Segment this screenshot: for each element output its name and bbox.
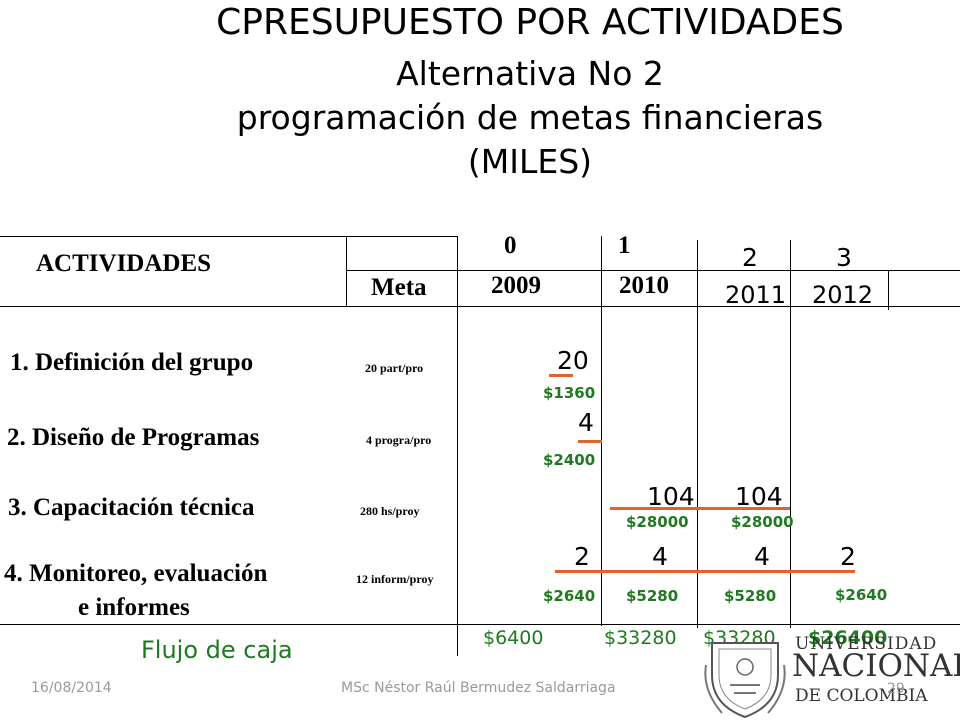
col-end-divider (888, 270, 889, 310)
logo-line-3: DE COLOMBIA (795, 686, 928, 706)
cash-flow-2012: $26400 (808, 627, 888, 649)
header-meta: Meta (371, 274, 427, 301)
row1-cost-2009: $1360 (543, 384, 596, 402)
title-line-1: CPRESUPUESTO POR ACTIVIDADES (216, 2, 844, 43)
header-period-1: 1 (618, 232, 631, 259)
row2-cost-2009: $2400 (543, 451, 596, 469)
logo-line-2: NACIONAL (792, 648, 960, 684)
header-year-2010: 2010 (619, 272, 669, 299)
header-bottom-rule (0, 306, 960, 307)
header-period-2: 2 (742, 243, 758, 272)
meta-header-rule (346, 270, 960, 271)
activity-3-label: 3. Capacitación técnica (8, 494, 255, 521)
row2-qty-2009: 4 (578, 408, 594, 437)
row4-qty-2012: 2 (840, 542, 856, 571)
row4-cost-2012: $2640 (835, 586, 888, 604)
activity-4-label-line1: 4. Monitoreo, evaluación (4, 560, 268, 587)
row3-bar (610, 507, 790, 510)
activity-3-meta: 280 hs/proy (360, 504, 420, 518)
title-line-3: programación de metas financieras (236, 98, 824, 137)
footer-page-number: 29 (887, 681, 905, 697)
logo-line-1: UNIVERSIDAD (795, 634, 938, 654)
activity-4-label-line2: e informes (78, 594, 190, 621)
title-line-4: (MILES) (467, 142, 593, 181)
row1-bar (549, 374, 573, 377)
footer-author: MSc Néstor Raúl Bermudez Saldarriaga (341, 680, 616, 696)
row3-qty-2011: 104 (735, 482, 783, 511)
cash-flow-2010: $33280 (604, 627, 677, 649)
cash-flow-label: Flujo de caja (141, 636, 293, 664)
col-2010-divider (601, 236, 602, 626)
row4-bar (555, 570, 855, 573)
header-year-2009: 2009 (491, 272, 541, 299)
cash-flow-2009: $6400 (483, 627, 544, 649)
header-period-0: 0 (504, 232, 517, 259)
header-period-3: 3 (836, 243, 852, 272)
row4-qty-2011: 4 (754, 542, 770, 571)
col-2009-divider (457, 236, 458, 656)
row1-qty-2009: 20 (557, 346, 589, 375)
row4-cost-2011: $5280 (724, 587, 777, 605)
footer-date: 16/08/2014 (31, 680, 112, 696)
header-year-2012: 2012 (812, 281, 874, 309)
col-2012-divider (790, 240, 791, 628)
row2-bar (578, 440, 602, 443)
activity-1-label: 1. Definición del grupo (10, 349, 254, 376)
activity-2-label: 2. Diseño de Programas (7, 424, 260, 451)
table-top-rule-left (0, 236, 457, 237)
col-2011-divider (697, 240, 698, 628)
row3-qty-2010: 104 (647, 482, 695, 511)
activity-4-meta: 12 inform/proy (356, 572, 434, 586)
university-seal-icon (704, 642, 786, 719)
meta-column-divider (346, 236, 347, 306)
title-line-2: Alternativa No 2 (396, 54, 664, 93)
row4-qty-2009: 2 (574, 542, 590, 571)
row3-cost-2010: $28000 (626, 513, 689, 531)
activity-2-meta: 4 progra/pro (366, 433, 432, 447)
row3-cost-2011: $28000 (731, 513, 794, 531)
row4-cost-2009: $2640 (543, 587, 596, 605)
row4-qty-2010: 4 (652, 542, 668, 571)
row4-cost-2010: $5280 (626, 587, 679, 605)
table-bottom-rule (0, 624, 960, 625)
activity-1-meta: 20 part/pro (365, 361, 424, 375)
header-activities: ACTIVIDADES (36, 250, 212, 277)
header-year-2011: 2011 (725, 281, 787, 309)
